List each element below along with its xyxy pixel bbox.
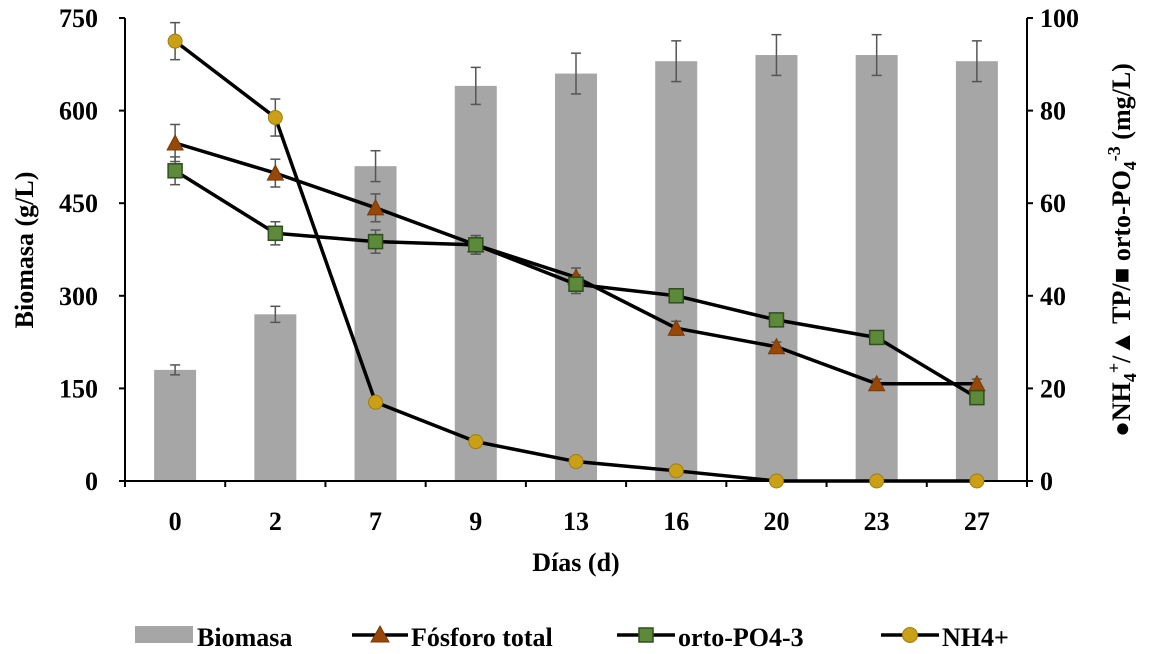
point-triangle-20 — [767, 337, 786, 355]
point-circle-23 — [869, 473, 885, 489]
y2-tick-label-60: 60 — [1040, 189, 1066, 218]
bar-biomasa-16 — [655, 61, 698, 482]
legend-marker-square — [638, 627, 654, 643]
point-circle-27 — [969, 473, 985, 489]
marker-group — [166, 33, 986, 489]
point-square-9 — [468, 237, 484, 253]
point-circle-0 — [167, 33, 183, 49]
legend-label-nh4: NH4+ — [942, 623, 1009, 652]
point-triangle-0 — [166, 133, 184, 151]
x-tick-label-20: 20 — [763, 507, 789, 536]
y-tick-label-150: 150 — [59, 374, 98, 403]
point-triangle-23 — [867, 374, 886, 392]
y2-tp-text: TP/ — [1107, 283, 1136, 330]
y2-axis-title: ●NH4+/▲ TP/■ orto-PO4-3 (mg/L) — [1104, 63, 1140, 437]
y2-circle-symbol: ● — [1107, 421, 1136, 437]
x-tick-label-2: 2 — [269, 507, 282, 536]
y2-tick-label-100: 100 — [1040, 4, 1079, 33]
point-square-27 — [969, 389, 985, 406]
y2-slash: / — [1107, 355, 1136, 364]
bar-error-27 — [971, 40, 982, 83]
y2-square-symbol: ■ — [1107, 268, 1136, 284]
point-circle-9 — [468, 434, 484, 450]
y2-triangle-symbol: ▲ — [1107, 330, 1136, 356]
x-tick-label-16: 16 — [663, 507, 689, 536]
bar-biomasa-23 — [855, 55, 898, 481]
legend-label-biomasa: Biomasa — [197, 623, 292, 652]
x-tick-label-7: 7 — [369, 507, 382, 536]
y2-nh-text: NH — [1107, 382, 1136, 421]
legend-marker-circle — [902, 627, 918, 643]
bar-error-7 — [370, 149, 381, 183]
point-square-7 — [367, 233, 384, 250]
x-axis-title: Días (d) — [532, 548, 619, 577]
y2-tick-label-40: 40 — [1040, 282, 1066, 311]
point-triangle-7 — [366, 198, 385, 216]
bar-biomasa-9 — [454, 85, 497, 481]
y-tick-label-450: 450 — [59, 189, 98, 218]
x-tick-label-13: 13 — [563, 507, 589, 536]
y2-subscript-4a: 4 — [1120, 373, 1140, 382]
legend: Biomasa Fósforo total orto-PO4-3 NH4+ — [135, 623, 1009, 652]
y2-unit-text: (mg/L) — [1107, 63, 1136, 146]
bar-error-2 — [270, 305, 281, 324]
point-circle-20 — [768, 473, 784, 489]
x-tick-label-23: 23 — [864, 507, 890, 536]
point-square-20 — [768, 312, 785, 328]
point-square-0 — [167, 163, 183, 179]
y2-tick-label-20: 20 — [1040, 374, 1066, 403]
bar-error-20 — [771, 33, 782, 77]
point-triangle-16 — [667, 319, 686, 336]
point-triangle-2 — [266, 164, 285, 181]
bar-error-23 — [871, 33, 882, 77]
point-square-16 — [668, 288, 684, 304]
x-tick-label-9: 9 — [469, 507, 482, 536]
legend-swatch-biomasa — [135, 626, 193, 643]
bar-error-13 — [571, 52, 581, 95]
legend-marker-triangle — [370, 624, 390, 643]
bar-biomasa-20 — [755, 55, 798, 481]
y2-tick-label-0: 0 — [1040, 467, 1053, 496]
legend-label-orto: orto-PO4-3 — [678, 623, 804, 652]
y-tick-label-300: 300 — [59, 282, 98, 311]
x-tick-label-27: 27 — [964, 507, 990, 536]
y2-tick-label-80: 80 — [1040, 97, 1066, 126]
y2-superscript-plus: + — [1104, 363, 1124, 373]
bar-biomasa-2 — [254, 314, 297, 481]
point-square-23 — [868, 329, 885, 346]
y-tick-label-600: 600 — [59, 97, 98, 126]
point-square-2 — [267, 225, 284, 242]
legend-label-fosforo: Fósforo total — [411, 623, 553, 652]
bar-error-bars — [170, 33, 982, 376]
bar-biomasa-0 — [154, 369, 197, 481]
point-circle-7 — [368, 394, 384, 410]
point-circle-16 — [668, 463, 684, 479]
point-circle-2 — [267, 110, 283, 126]
bar-biomasa-27 — [955, 61, 998, 482]
x-tick-label-0: 0 — [169, 507, 182, 536]
y-axis-title: Biomasa (g/L) — [10, 172, 39, 329]
y-tick-label-0: 0 — [85, 467, 98, 496]
bar-error-16 — [671, 40, 682, 83]
y2-ortho-text: orto-PO — [1107, 170, 1136, 267]
y-tick-label-750: 750 — [59, 4, 98, 33]
bar-error-0 — [170, 364, 181, 376]
point-circle-13 — [568, 454, 584, 470]
bar-error-9 — [470, 66, 481, 106]
point-square-13 — [568, 276, 584, 292]
y2-superscript-minus3: -3 — [1104, 146, 1124, 161]
y2-subscript-4b: 4 — [1120, 161, 1140, 170]
